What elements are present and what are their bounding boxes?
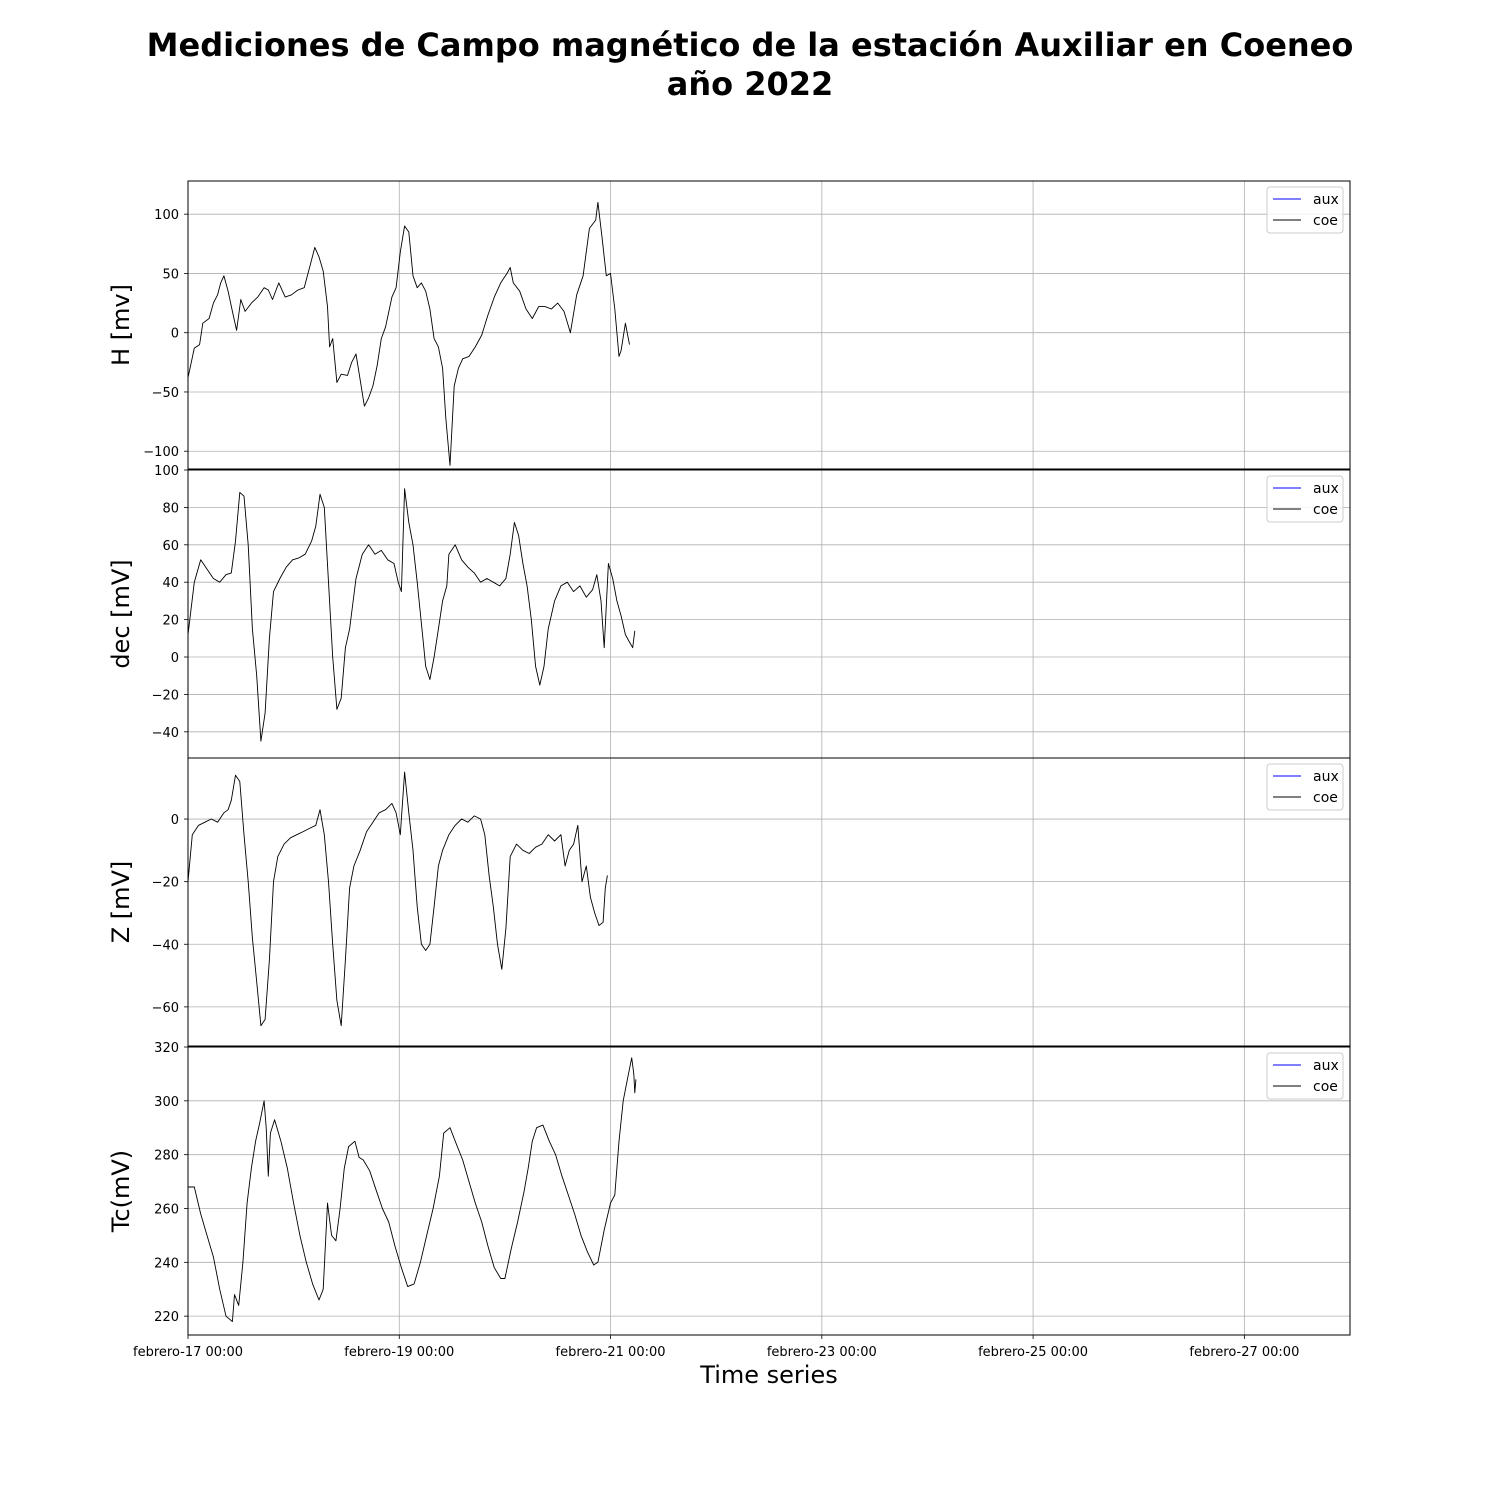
panel-frame	[187, 180, 1351, 470]
y-tick-label: 100	[154, 464, 179, 479]
x-tick-label: febrero-19 00:00	[344, 1345, 454, 1360]
y-axis-label: Tc(mV)	[107, 1150, 135, 1233]
y-tick-label: −100	[143, 445, 179, 460]
legend-label-aux: aux	[1313, 481, 1339, 497]
y-tick-label: 280	[154, 1149, 179, 1164]
series-line-coe	[187, 201, 630, 466]
panel-frame	[187, 469, 1351, 759]
legend-label-coe: coe	[1313, 1079, 1338, 1095]
chart-title-line-2: año 2022	[666, 65, 834, 103]
y-tick-label: 50	[162, 267, 179, 282]
y-tick-label: 80	[162, 501, 179, 516]
legend-label-aux: aux	[1313, 1058, 1339, 1074]
x-tick-label: febrero-25 00:00	[978, 1345, 1088, 1360]
y-tick-label: −60	[152, 1001, 179, 1016]
legend-label-aux: aux	[1313, 192, 1339, 208]
y-tick-label: 320	[154, 1041, 179, 1056]
x-tick-label: febrero-17 00:00	[133, 1345, 243, 1360]
series-line-coe	[188, 1057, 637, 1322]
legend-label-coe: coe	[1313, 790, 1338, 806]
series-line-coe	[187, 488, 636, 742]
x-tick-label: febrero-23 00:00	[767, 1345, 877, 1360]
y-tick-label: 0	[171, 651, 179, 666]
series-line-coe	[187, 771, 608, 1027]
legend-box	[1266, 1052, 1344, 1100]
y-tick-label: 60	[162, 539, 179, 554]
y-tick-label: −40	[152, 726, 179, 741]
y-axis-label: Z [mV]	[107, 861, 135, 944]
legend-box	[1266, 763, 1344, 811]
x-tick-label: febrero-21 00:00	[556, 1345, 666, 1360]
y-tick-label: 300	[154, 1095, 179, 1110]
y-tick-label: 0	[171, 327, 179, 342]
chart-title: Mediciones de Campo magnético de la esta…	[0, 26, 1500, 104]
y-tick-label: 220	[154, 1310, 179, 1325]
legend-box	[1266, 186, 1344, 234]
y-tick-label: 40	[162, 576, 179, 591]
y-axis-label: H [mv]	[107, 284, 135, 366]
y-tick-label: −50	[152, 386, 179, 401]
panel-frame	[187, 1046, 1351, 1336]
legend-label-coe: coe	[1313, 213, 1338, 229]
x-axis-label: Time series	[699, 1361, 837, 1389]
y-tick-label: 100	[154, 208, 179, 223]
y-tick-label: −20	[152, 688, 179, 703]
y-tick-label: 260	[154, 1202, 179, 1217]
legend-box	[1266, 475, 1344, 523]
y-tick-label: −20	[152, 876, 179, 891]
chart-title-line-1: Mediciones de Campo magnético de la esta…	[146, 26, 1354, 64]
y-tick-label: 20	[162, 614, 179, 629]
x-tick-label: febrero-27 00:00	[1189, 1345, 1299, 1360]
y-axis-label: dec [mV]	[107, 559, 135, 668]
panel-frame	[187, 757, 1351, 1047]
y-tick-label: 0	[171, 813, 179, 828]
y-tick-label: −40	[152, 938, 179, 953]
legend-label-aux: aux	[1313, 769, 1339, 785]
legend-label-coe: coe	[1313, 502, 1338, 518]
y-tick-label: 240	[154, 1256, 179, 1271]
